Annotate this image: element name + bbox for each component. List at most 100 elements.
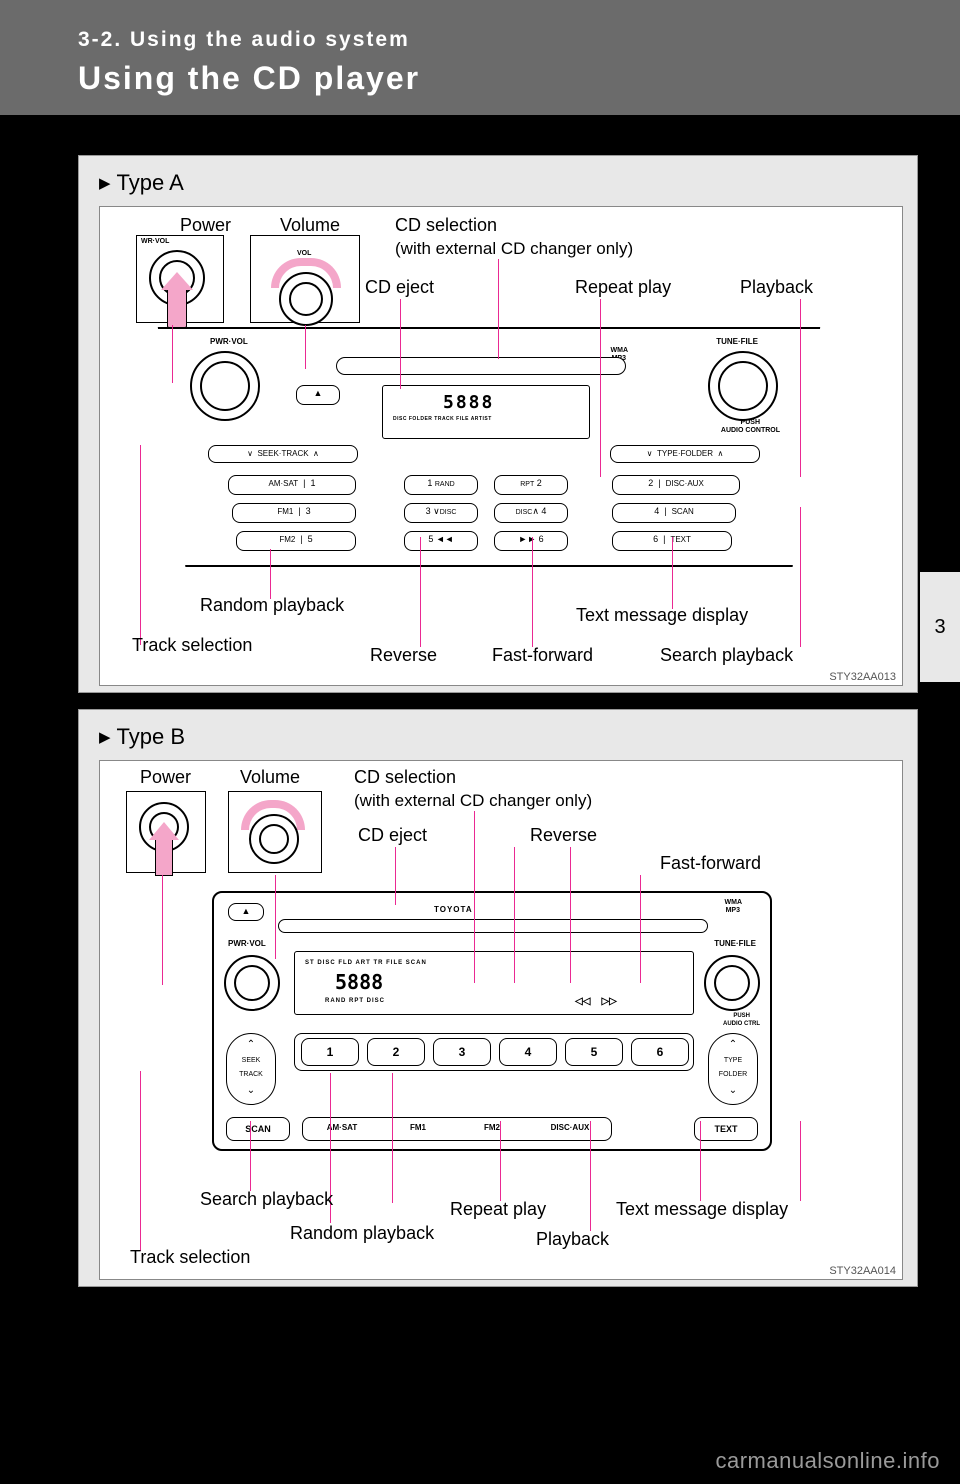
track-lbl: TRACK <box>227 1068 275 1082</box>
display-text-a: 5888 <box>443 392 494 413</box>
pink-up-arrow-a <box>167 286 187 328</box>
btn-fm1-b[interactable]: FM1 <box>383 1119 453 1139</box>
player-shell-a: PWR·VOL TUNE·FILE PUSH AUDIO CONTROL WMA… <box>144 327 834 567</box>
callout <box>140 1071 141 1251</box>
btn-fm2-b[interactable]: FM2 <box>457 1119 527 1139</box>
callout <box>172 325 173 383</box>
page-title: Using the CD player <box>78 60 960 97</box>
num6[interactable]: 6 <box>631 1038 689 1066</box>
n: 2 <box>648 478 653 488</box>
callout <box>672 537 673 609</box>
label-cdsel-sub-a: (with external CD changer only) <box>395 239 633 259</box>
figure-b: Power Volume CD selection (with external… <box>99 760 903 1280</box>
label-repeat-b: Repeat play <box>450 1199 546 1220</box>
num: 1 <box>310 478 315 488</box>
display-b: ST DISC FLD ART TR FILE SCAN 5888 RAND R… <box>294 951 694 1015</box>
watermark: carmanualsonline.info <box>715 1448 940 1474</box>
callout <box>275 875 276 959</box>
label-reverse-b: Reverse <box>530 825 597 846</box>
cd-slot-a <box>336 357 626 375</box>
pwr-vol-b: PWR·VOL <box>228 939 266 948</box>
disp-row-b: ST DISC FLD ART TR FILE SCAN <box>305 960 427 966</box>
btn-rev[interactable]: 5 ◄◄ <box>404 531 478 551</box>
t: DISC <box>516 509 533 516</box>
pink-up-arrowhead-a <box>161 272 193 290</box>
btn-fm1[interactable]: FM1 | 3 <box>232 503 356 523</box>
seek-track-a[interactable]: ∨ SEEK·TRACK ∧ <box>208 445 358 463</box>
num3[interactable]: 3 <box>433 1038 491 1066</box>
label-ff-a: Fast-forward <box>492 645 593 666</box>
btn-discaux-b[interactable]: DISC·AUX <box>531 1119 609 1139</box>
label-random-a: Random playback <box>200 595 344 616</box>
display-a: 5888 DISC FOLDER TRACK FILE ARTIST <box>382 385 590 439</box>
player-shell-b: ▲ TOYOTA WMA MP3 PWR·VOL TUNE·FILE PUSH … <box>212 891 772 1151</box>
label-cdsel-sub-b: (with external CD changer only) <box>354 791 592 811</box>
brand-b: TOYOTA <box>434 905 473 914</box>
btn-disc-dn[interactable]: 3 ∨DISC <box>404 503 478 523</box>
btn-text-b[interactable]: TEXT <box>694 1117 758 1141</box>
label-volume-a: Volume <box>280 215 340 236</box>
wma-a: WMA <box>611 347 629 354</box>
page-header: 3-2. Using the audio system Using the CD… <box>0 0 960 115</box>
inset-volume-knob <box>279 272 333 326</box>
callout <box>420 537 421 647</box>
callout <box>500 1121 501 1201</box>
eject-b[interactable]: ▲ <box>228 903 264 921</box>
btn-disc-aux[interactable]: 2 | DISC·AUX <box>612 475 740 495</box>
label-playback-b: Playback <box>536 1229 609 1250</box>
inset-power-a: WR·VOL <box>136 235 224 323</box>
num1[interactable]: 1 <box>301 1038 359 1066</box>
callout <box>140 445 141 645</box>
label-tracksel-b: Track selection <box>130 1247 250 1268</box>
label-search-a: Search playback <box>660 645 793 666</box>
btn-rpt[interactable]: RPT 2 <box>494 475 568 495</box>
seek-track-b[interactable]: ⌃ SEEK TRACK ⌄ <box>226 1033 276 1105</box>
pink-up-arrow-b <box>155 836 173 876</box>
label-random-b: Random playback <box>290 1223 434 1244</box>
btn-disc-up[interactable]: DISC∧ 4 <box>494 503 568 523</box>
num5[interactable]: 5 <box>565 1038 623 1066</box>
folder-lbl: FOLDER <box>709 1068 757 1082</box>
num4[interactable]: 4 <box>499 1038 557 1066</box>
lbl: FM2 <box>279 535 295 544</box>
type-a-panel: Type A Power Volume CD selection (with e… <box>78 155 918 693</box>
n: 1 <box>427 478 432 488</box>
tune-knob-a[interactable] <box>708 351 778 421</box>
num: 5 <box>308 534 313 544</box>
audio-ctrl-a: AUDIO CONTROL <box>721 427 780 434</box>
btn-rand[interactable]: 1 RAND <box>404 475 478 495</box>
type-folder-a[interactable]: ∨ TYPE·FOLDER ∧ <box>610 445 760 463</box>
tune-file-b: TUNE·FILE <box>714 939 756 948</box>
seek-track-label: SEEK·TRACK <box>257 449 308 458</box>
btn-fm2[interactable]: FM2 | 5 <box>236 531 356 551</box>
pwr-knob-b[interactable] <box>224 955 280 1011</box>
callout <box>162 875 163 985</box>
type-folder-b[interactable]: ⌃ TYPE FOLDER ⌄ <box>708 1033 758 1105</box>
eject-btn-a[interactable]: ▲ <box>296 385 340 405</box>
callout <box>800 1121 801 1201</box>
content-area: Type A Power Volume CD selection (with e… <box>0 115 960 1307</box>
tune-knob-b[interactable] <box>704 955 760 1011</box>
callout <box>498 259 499 359</box>
figure-a: Power Volume CD selection (with external… <box>99 206 903 686</box>
n: 6 <box>653 534 658 544</box>
btn-amsat[interactable]: AM·SAT | 1 <box>228 475 356 495</box>
btn-amsat-b[interactable]: AM·SAT <box>305 1119 379 1139</box>
label-textmsg-a: Text message display <box>576 605 748 626</box>
label-textmsg-b: Text message display <box>616 1199 788 1220</box>
t: SCAN <box>672 507 694 516</box>
btn-ff[interactable]: ►► 6 <box>494 531 568 551</box>
type-b-label: Type B <box>99 724 903 750</box>
pwr-knob-a[interactable] <box>190 351 260 421</box>
btn-scan[interactable]: 4 | SCAN <box>612 503 736 523</box>
num2[interactable]: 2 <box>367 1038 425 1066</box>
lbl: FM1 <box>277 507 293 516</box>
t: RAND <box>435 481 455 488</box>
btn-scan-b[interactable]: SCAN <box>226 1117 290 1141</box>
callout <box>600 299 601 477</box>
t: DISC·AUX <box>666 479 704 488</box>
label-playback-a: Playback <box>740 277 813 298</box>
callout <box>514 847 515 983</box>
callout <box>395 847 396 905</box>
callout <box>270 549 271 599</box>
